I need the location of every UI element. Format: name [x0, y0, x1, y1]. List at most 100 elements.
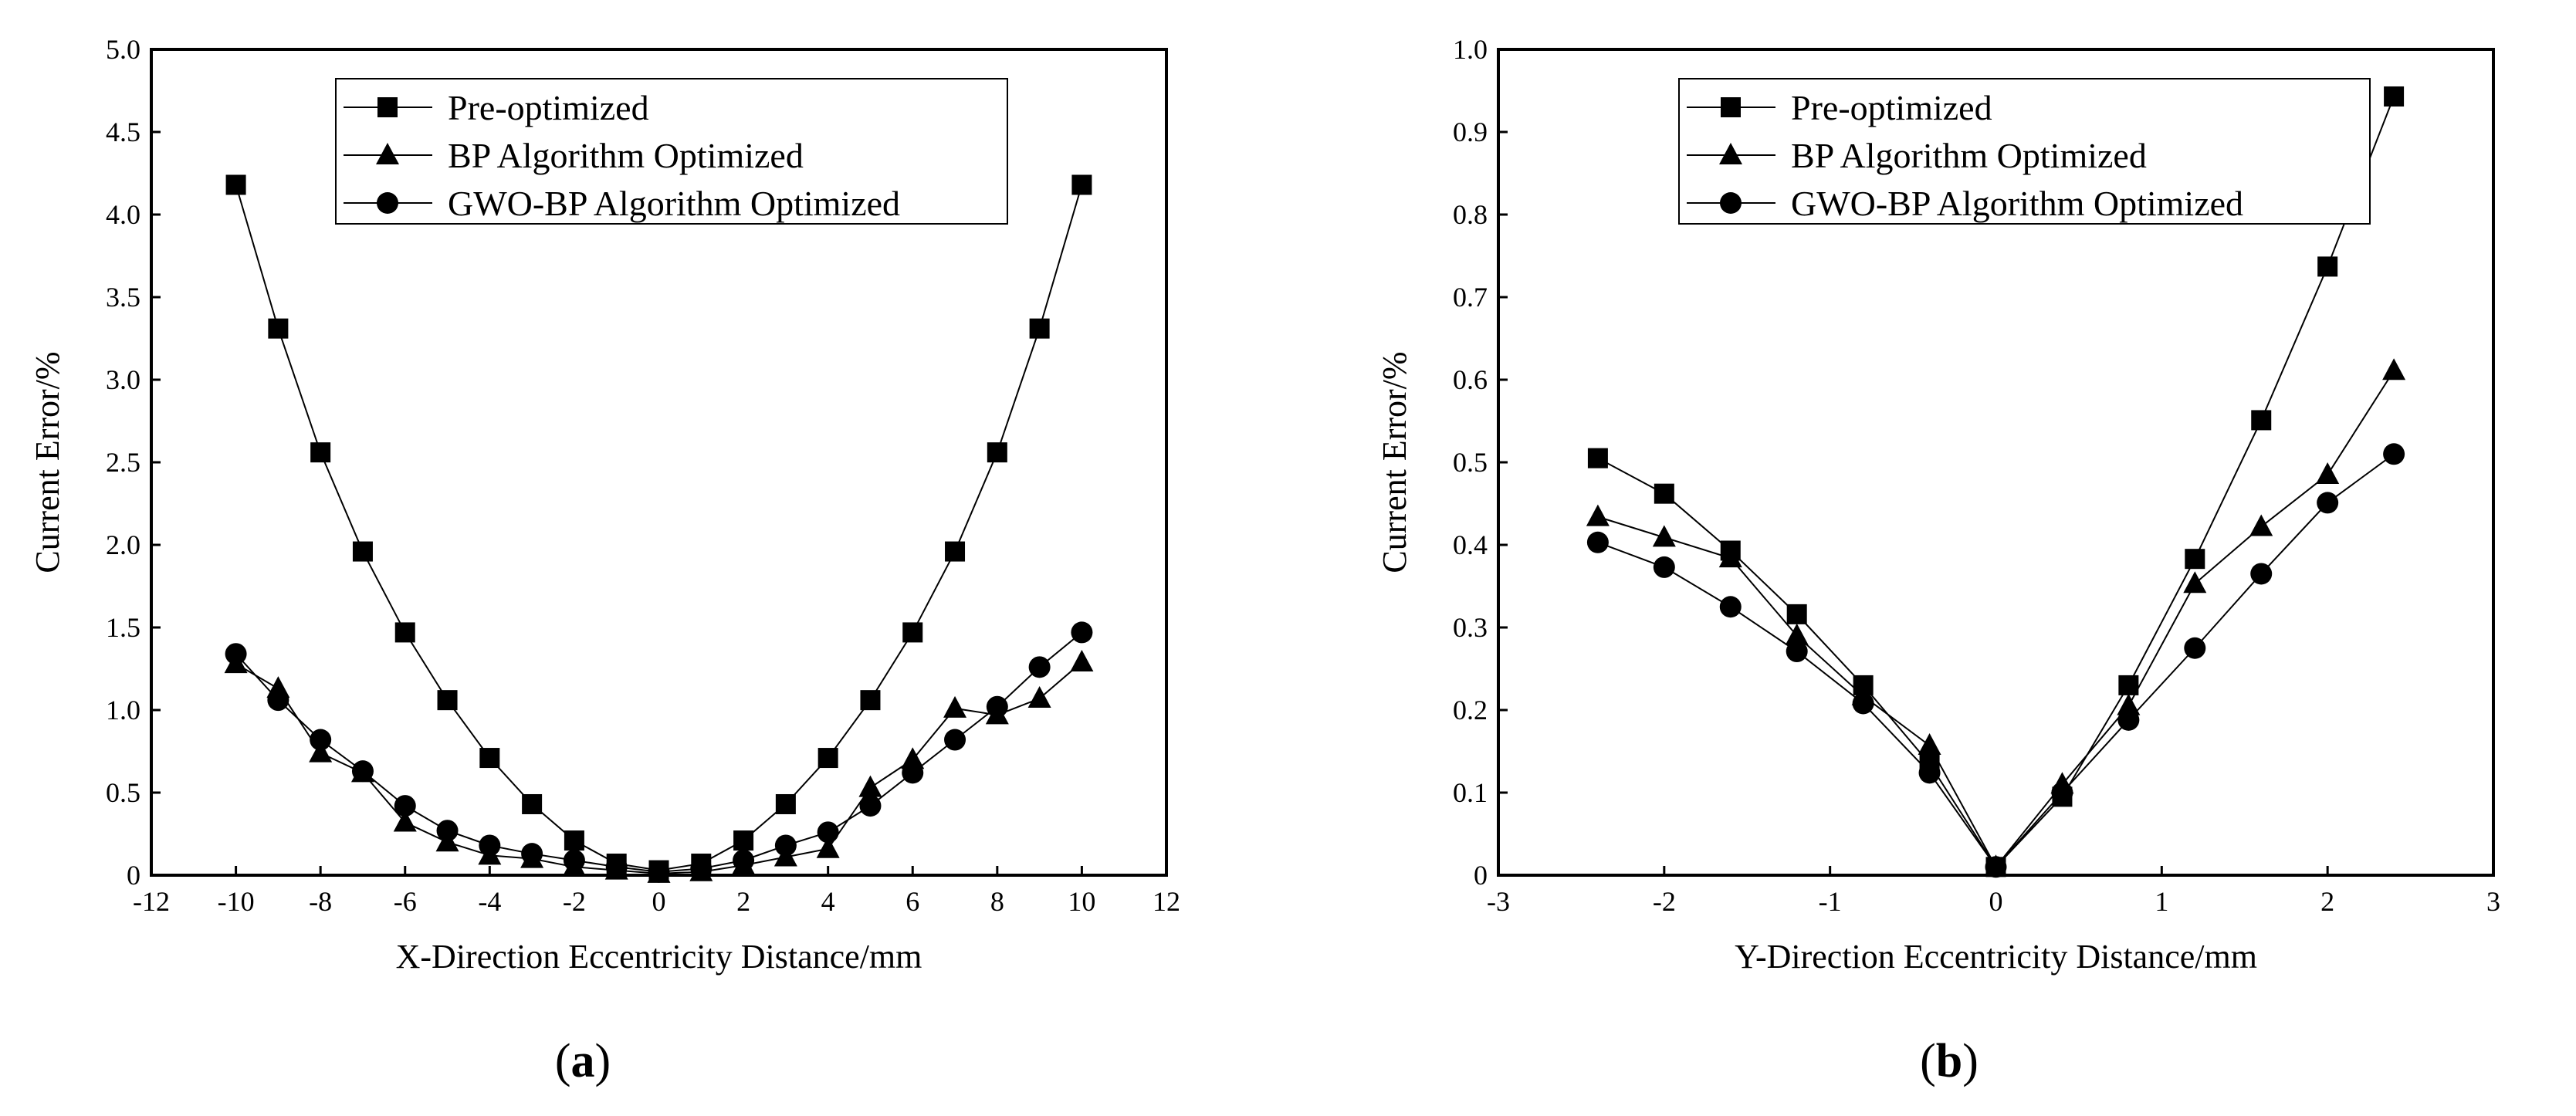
data-point — [858, 775, 882, 797]
data-point — [1071, 174, 1092, 195]
data-point — [1586, 504, 1610, 526]
data-point — [2249, 514, 2273, 536]
legend: Pre-optimized BP Algorithm Optimized GWO-B… — [335, 78, 1008, 225]
x-tick-label: -10 — [218, 886, 255, 917]
data-point — [479, 834, 501, 857]
x-tick-label: 10 — [1068, 886, 1095, 917]
data-point — [2118, 675, 2139, 695]
y-tick-label: 2.5 — [106, 447, 140, 478]
data-point — [690, 857, 713, 880]
data-point — [393, 810, 417, 832]
y-tick-label: 1.0 — [1453, 34, 1488, 65]
data-point — [352, 541, 373, 562]
x-tick-label: -1 — [1819, 886, 1842, 917]
data-point — [564, 830, 584, 851]
data-point — [1652, 525, 1676, 547]
data-point — [1786, 604, 1807, 624]
y-tick-label: 0 — [1474, 860, 1488, 891]
y-tick-label: 0 — [127, 860, 140, 891]
data-point — [1587, 448, 1608, 468]
data-point — [605, 856, 628, 878]
data-point — [1653, 556, 1675, 578]
data-point — [1985, 856, 2007, 878]
chart-panel-b: 0 0.1 0.2 0.3 0.4 0.5 0.6 0.7 0.8 0.9 1.0 -3 -2 -1 0 1 2… — [1376, 34, 2500, 1087]
x-tick-label: 8 — [990, 886, 1004, 917]
y-tick-label: 0.7 — [1453, 282, 1488, 313]
data-point — [225, 643, 247, 665]
panel-caption: (b) — [1920, 1035, 1979, 1087]
caption-paren: ( — [555, 1035, 571, 1087]
data-point — [943, 695, 967, 718]
series-line — [1597, 370, 2395, 869]
data-point — [1071, 621, 1093, 644]
x-axis-label: X-Direction Eccentricity Distance/mm — [396, 938, 922, 976]
y-tick-label: 1.5 — [106, 612, 140, 643]
x-tick-label: -6 — [394, 886, 417, 917]
x-tick-label: 0 — [652, 886, 666, 917]
series-circle — [1586, 443, 2405, 878]
data-point — [2382, 358, 2406, 380]
data-point — [817, 821, 839, 844]
data-point — [1029, 318, 1050, 339]
legend-marker-square — [1721, 97, 1741, 117]
data-point — [394, 795, 416, 817]
legend-marker-triangle — [1719, 143, 1742, 164]
x-tick-label: -3 — [1487, 886, 1510, 917]
data-point — [648, 861, 670, 883]
x-tick-label: 3 — [2486, 886, 2500, 917]
caption-paren: ) — [1962, 1035, 1979, 1087]
y-tick-label: 3.0 — [106, 364, 140, 395]
y-tick-label: 0.8 — [1453, 199, 1488, 230]
data-point — [902, 622, 923, 643]
y-axis-label: Current Error/% — [1376, 351, 1413, 573]
legend-label: BP Algorithm Optimized — [1791, 136, 2147, 175]
data-point — [2183, 571, 2207, 594]
data-point — [1070, 649, 1094, 671]
x-tick-label: -2 — [1653, 886, 1676, 917]
legend-label: GWO-BP Algorithm Optimized — [1791, 184, 2243, 223]
data-point — [2250, 563, 2273, 585]
data-point — [1785, 623, 1809, 645]
data-point — [859, 795, 882, 817]
data-point — [310, 729, 332, 751]
data-point — [1786, 641, 1808, 663]
legend-marker-square — [377, 97, 398, 117]
data-point — [437, 690, 458, 711]
data-point — [563, 849, 585, 871]
y-axis-label: Current Error/% — [29, 351, 66, 573]
data-point — [2383, 443, 2405, 465]
data-point — [2185, 549, 2205, 570]
data-point — [1718, 546, 1742, 568]
data-point — [2316, 462, 2340, 485]
data-point — [309, 740, 333, 763]
y-tick-label: 1.0 — [106, 695, 140, 725]
chart-panel-a: 0 0.5 1.0 1.5 2.0 2.5 3.0 3.5 4.0 4.5 5.0 -12 -10 -8 -… — [29, 34, 1180, 1087]
y-tick-label: 0.2 — [1453, 695, 1488, 725]
data-point — [394, 622, 415, 643]
legend-label: BP Algorithm Optimized — [448, 136, 804, 175]
data-point — [944, 729, 966, 751]
x-tick-label: -8 — [309, 886, 332, 917]
data-point — [902, 762, 924, 784]
panel-caption: (a) — [555, 1035, 611, 1087]
data-point — [901, 747, 925, 769]
data-point — [2184, 637, 2206, 659]
legend-box — [1678, 78, 2371, 225]
y-tick-label: 0.4 — [1453, 529, 1488, 560]
legend-marker-triangle — [376, 143, 399, 164]
y-tick-label: 5.0 — [106, 34, 140, 65]
data-point — [225, 174, 246, 195]
data-point — [733, 849, 755, 871]
y-tick-label: 3.5 — [106, 282, 140, 313]
caption-letter: a — [571, 1035, 595, 1087]
data-point — [1028, 656, 1051, 678]
y-tick-label: 0.6 — [1453, 364, 1488, 395]
data-point — [774, 834, 797, 857]
data-point — [310, 442, 331, 463]
data-point — [1027, 686, 1051, 708]
x-axis-label: Y-Direction Eccentricity Distance/mm — [1735, 938, 2257, 976]
x-tick-label: -4 — [478, 886, 501, 917]
data-point — [522, 793, 543, 814]
legend-label: Pre-optimized — [448, 88, 649, 127]
